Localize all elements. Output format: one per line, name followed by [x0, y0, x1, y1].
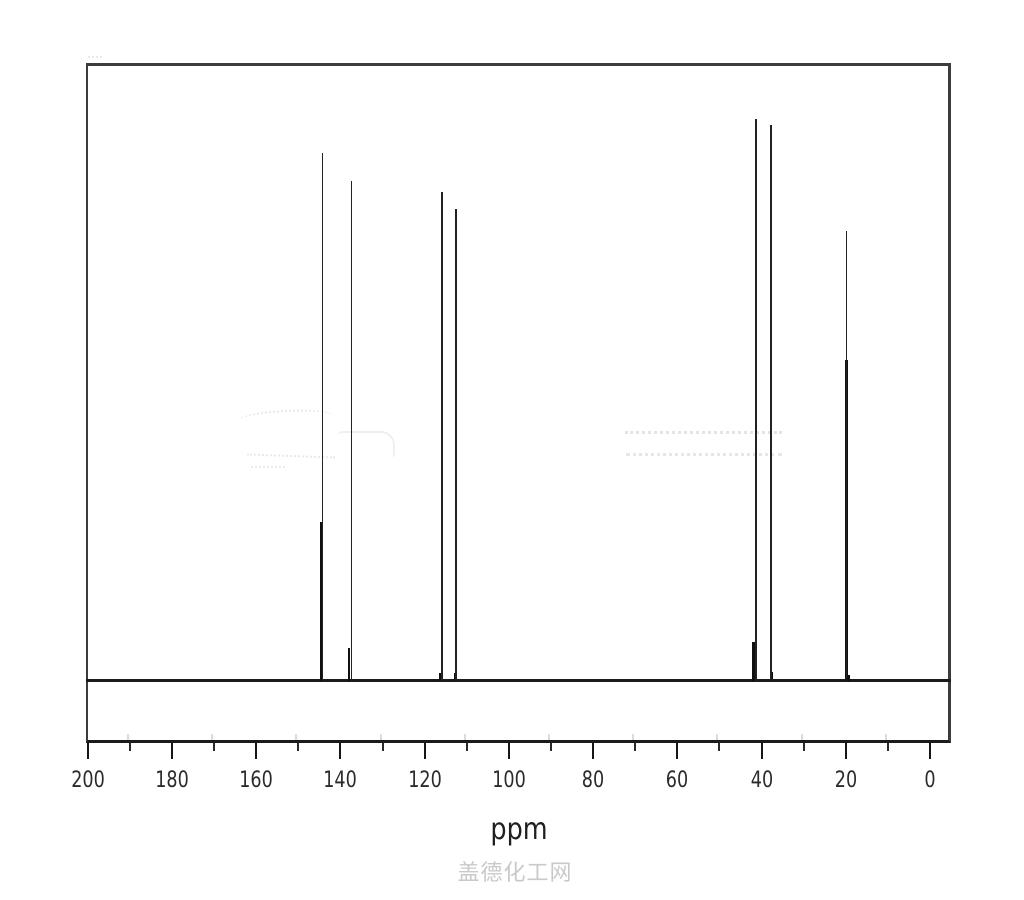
x-axis-tick-label: 180 — [155, 768, 189, 793]
minor-peak-line — [319, 522, 323, 681]
ghost-tick-mark — [800, 734, 803, 740]
x-axis-tick-label: 140 — [323, 768, 358, 793]
minor-tick — [213, 743, 215, 751]
minor-tick — [297, 743, 300, 751]
peak-line — [770, 125, 772, 681]
major-tick — [339, 743, 342, 759]
x-axis-tick-label: 200 — [70, 768, 105, 793]
peak-line — [845, 231, 848, 681]
x-axis-tick-label: 100 — [491, 768, 526, 793]
x-axis-tick-label: 80 — [581, 768, 605, 793]
ghost-tick-mark — [884, 734, 887, 740]
major-tick — [929, 743, 931, 759]
spectrum-baseline — [86, 679, 951, 682]
peak-line — [441, 192, 443, 681]
minor-tick — [718, 743, 721, 751]
minor-tick — [886, 743, 889, 751]
major-tick — [844, 743, 847, 759]
x-axis-label: ppm — [490, 812, 548, 847]
minor-tick — [802, 743, 805, 751]
watermark-remnant — [88, 56, 102, 58]
minor-tick — [549, 743, 552, 751]
minor-peak-line — [453, 673, 457, 681]
major-tick — [170, 743, 173, 759]
peak-line — [321, 153, 324, 681]
minor-peak-line — [752, 642, 755, 681]
ghost-tick-mark — [211, 734, 213, 740]
watermark-text: 盖德化工网 — [457, 861, 573, 886]
minor-tick — [381, 743, 384, 751]
ghost-tick-mark — [632, 734, 635, 740]
major-tick — [760, 743, 763, 759]
ghost-tick-mark — [379, 734, 382, 740]
minor-peak-line — [847, 675, 850, 681]
x-axis-tick-label: 60 — [666, 768, 689, 793]
minor-tick — [465, 743, 468, 751]
peak-line — [455, 209, 457, 681]
minor-peak-line — [438, 673, 442, 681]
plot-frame — [86, 63, 951, 743]
major-tick — [676, 743, 679, 759]
x-axis-tick-label: 20 — [834, 768, 857, 793]
major-tick — [507, 743, 510, 759]
major-tick — [592, 743, 595, 759]
minor-tick — [634, 743, 637, 751]
ghost-tick-mark — [716, 734, 719, 740]
major-tick — [255, 743, 258, 759]
peak-line — [350, 181, 353, 681]
major-tick — [86, 743, 89, 759]
ghost-tick-mark — [547, 734, 550, 740]
x-axis-tick-label: 160 — [239, 768, 273, 793]
x-axis-tick-label: 120 — [407, 768, 442, 793]
major-tick — [423, 743, 426, 759]
ghost-tick-mark — [126, 734, 129, 740]
x-axis-tick-label: 40 — [750, 768, 773, 793]
minor-peak-line — [770, 672, 774, 681]
ghost-tick-mark — [295, 734, 298, 740]
x-axis-tick-label: 0 — [924, 768, 936, 793]
minor-peak-line — [347, 648, 351, 681]
ghost-tick-mark — [463, 734, 466, 740]
minor-tick — [128, 743, 131, 751]
peak-line — [755, 119, 757, 681]
